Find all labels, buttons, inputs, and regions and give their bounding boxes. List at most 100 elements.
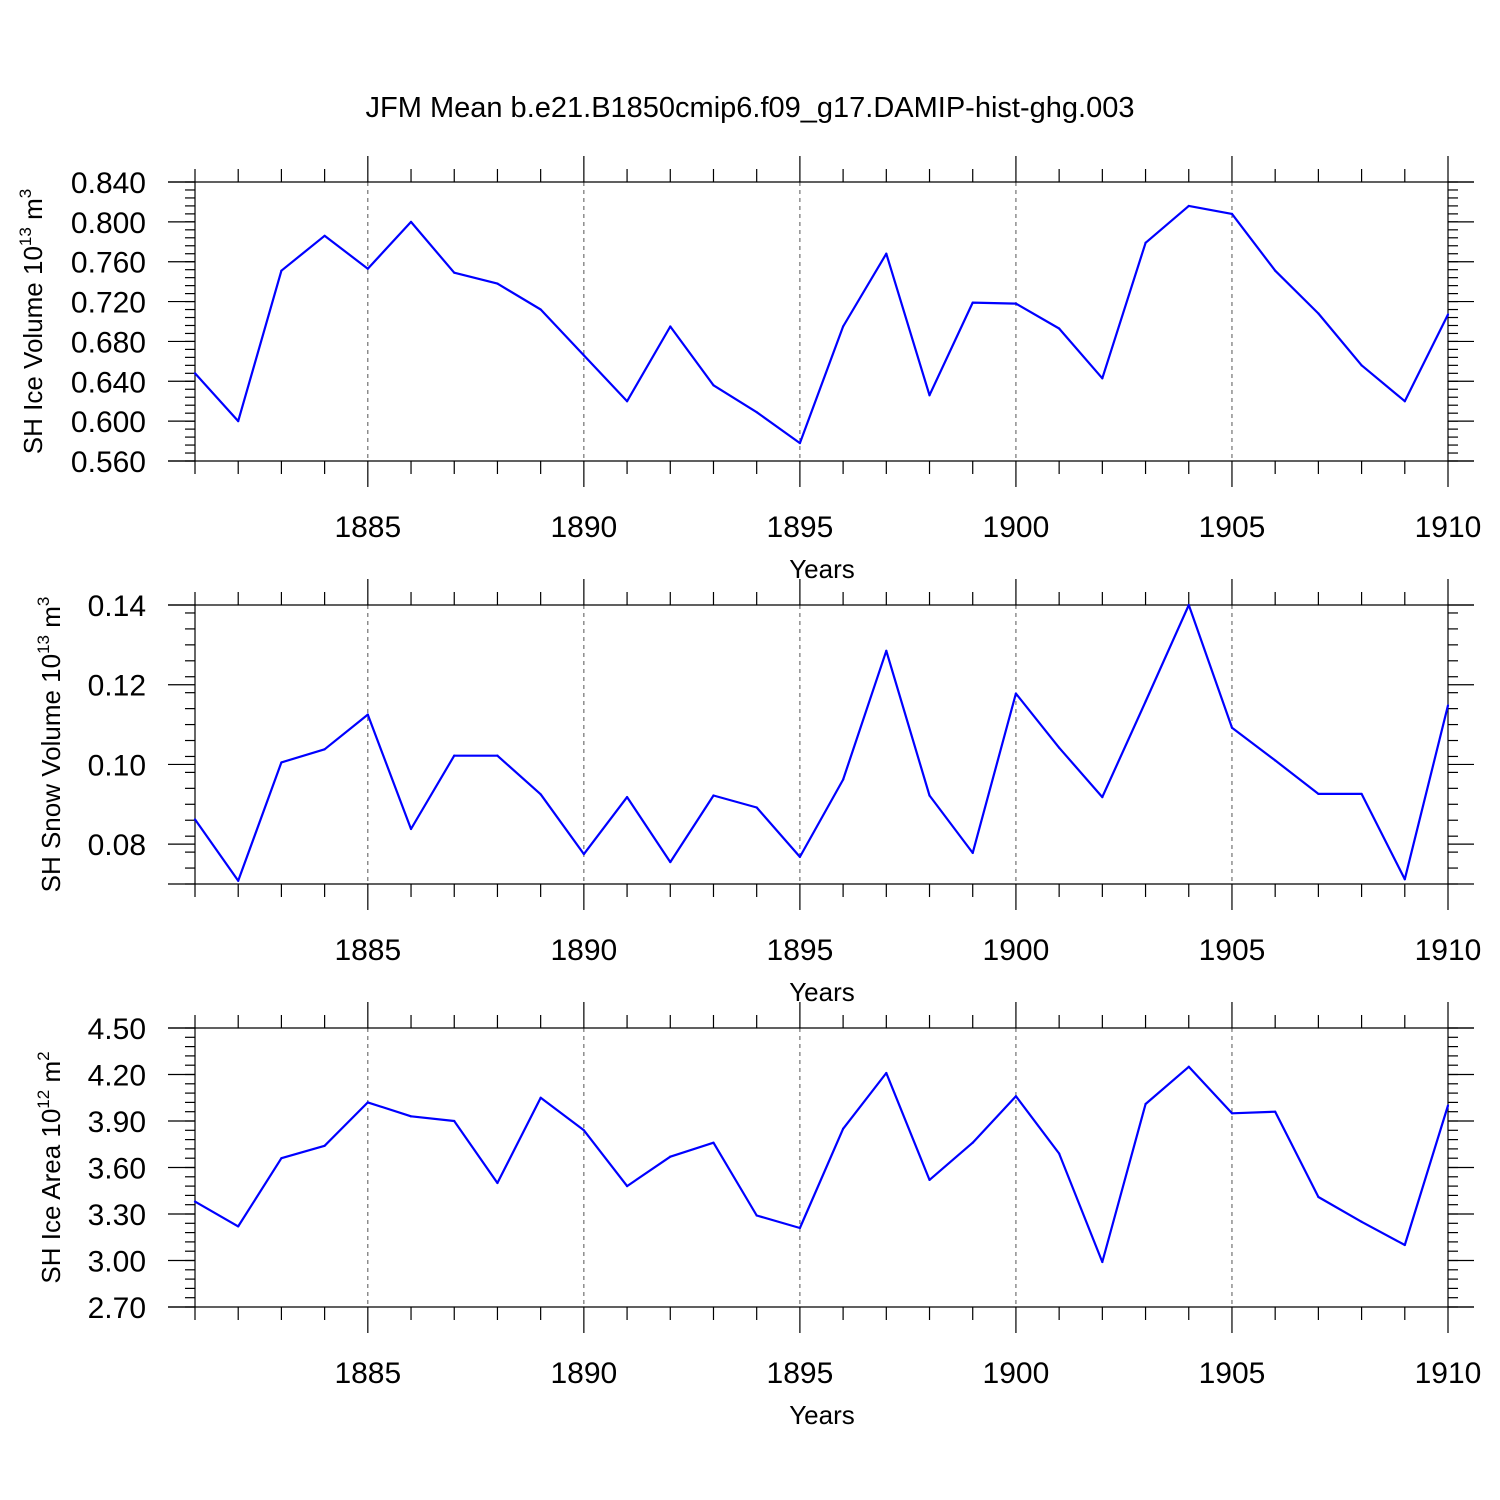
data-point (539, 308, 542, 311)
x-tick-label: 1900 (983, 1357, 1050, 1390)
x-axis-label: Years (789, 554, 855, 584)
data-point (1274, 1110, 1277, 1113)
data-point (885, 649, 888, 652)
data-point (712, 384, 715, 387)
data-point (712, 1141, 715, 1144)
data-point (1014, 302, 1018, 305)
data-point (842, 1127, 845, 1130)
y-tick-label: 3.00 (88, 1246, 146, 1279)
data-point (625, 796, 629, 799)
data-point (1101, 377, 1104, 380)
data-point (928, 1178, 931, 1181)
y-tick-label: 0.760 (71, 247, 146, 280)
data-point (842, 778, 845, 781)
x-tick-label: 1895 (767, 511, 834, 544)
data-point (798, 855, 801, 858)
data-point (193, 1200, 197, 1203)
y-tick-label: 0.680 (71, 326, 146, 359)
data-point (1014, 1095, 1018, 1098)
data-point (1360, 364, 1363, 367)
data-point (1230, 212, 1234, 215)
data-point (885, 1071, 888, 1075)
y-tick-label: 3.30 (88, 1199, 146, 1232)
data-point (798, 441, 801, 445)
data-point (1230, 1112, 1234, 1115)
y-tick-label: 0.600 (71, 406, 146, 439)
data-point (1187, 1065, 1190, 1068)
data-point (798, 1226, 801, 1230)
data-point (669, 1155, 672, 1158)
y-tick-label: 0.10 (88, 749, 146, 782)
data-point (453, 1119, 456, 1123)
data-point (1144, 1102, 1147, 1106)
data-point (1317, 792, 1320, 796)
data-point (280, 761, 283, 764)
x-axis-label: Years (789, 1400, 855, 1430)
data-point (409, 827, 413, 831)
data-point (582, 1129, 585, 1132)
y-tick-label: 0.800 (71, 207, 146, 240)
data-point (755, 806, 758, 809)
data-point (1144, 700, 1147, 703)
data-point (1014, 692, 1018, 695)
y-tick-label: 4.50 (88, 1013, 146, 1046)
y-tick-label: 0.12 (88, 670, 146, 703)
y-tick-label: 0.560 (71, 446, 146, 479)
data-point (1101, 1260, 1104, 1264)
data-point (885, 252, 888, 255)
data-point (193, 372, 197, 375)
x-tick-label: 1910 (1415, 1357, 1482, 1390)
data-point (669, 860, 672, 864)
x-tick-label: 1905 (1199, 511, 1266, 544)
x-tick-label: 1895 (767, 1357, 834, 1390)
data-point (842, 325, 845, 328)
y-tick-label: 0.08 (88, 829, 146, 862)
data-point (1058, 1152, 1061, 1155)
data-point (539, 1096, 542, 1099)
panel-snow-volume: 0.08 0.10 0.12 0.14 1885 1890 1895 1900 1905 1910… (34, 579, 1481, 1007)
x-tick-label: 1890 (550, 1357, 617, 1390)
data-point (1274, 759, 1277, 762)
x-tick-label: 1910 (1415, 511, 1482, 544)
data-point (1317, 1195, 1320, 1199)
data-point (1144, 241, 1147, 244)
data-point (1058, 327, 1061, 330)
data-point (366, 1101, 369, 1104)
data-point (625, 1185, 629, 1188)
data-point (1446, 1104, 1450, 1107)
y-axis-label: SH Snow Volume 1013 m3 (34, 597, 66, 893)
data-point (323, 748, 326, 751)
x-tick-label: 1895 (767, 934, 834, 967)
y-tick-label: 0.640 (71, 366, 146, 399)
data-point (366, 267, 369, 270)
data-point (237, 420, 240, 423)
data-point (323, 234, 326, 237)
data-point (755, 411, 758, 414)
data-point (539, 793, 542, 796)
data-point (280, 1157, 283, 1160)
data-point (1446, 704, 1450, 707)
y-tick-label: 0.840 (71, 167, 146, 200)
data-point (971, 851, 974, 855)
data-point (971, 1141, 974, 1144)
series-line-snow-volume (194, 603, 1450, 882)
data-point (755, 1214, 758, 1217)
y-tick-label: 4.20 (88, 1060, 146, 1093)
data-point (1187, 603, 1190, 607)
data-point (582, 853, 585, 856)
series-line-ice-volume (194, 204, 1449, 445)
y-axis-label: SH Ice Volume 1013 m3 (16, 189, 48, 454)
data-point (928, 794, 931, 797)
data-point (712, 794, 715, 797)
data-point (1446, 313, 1450, 316)
x-tick-label: 1885 (334, 934, 401, 967)
data-point (193, 818, 197, 821)
data-point (1403, 878, 1406, 881)
data-point (1403, 400, 1406, 403)
x-tick-label: 1890 (550, 934, 617, 967)
data-point (1058, 746, 1061, 749)
data-point (453, 754, 456, 757)
x-axis-label: Years (789, 977, 855, 1007)
x-tick-label: 1885 (334, 511, 401, 544)
